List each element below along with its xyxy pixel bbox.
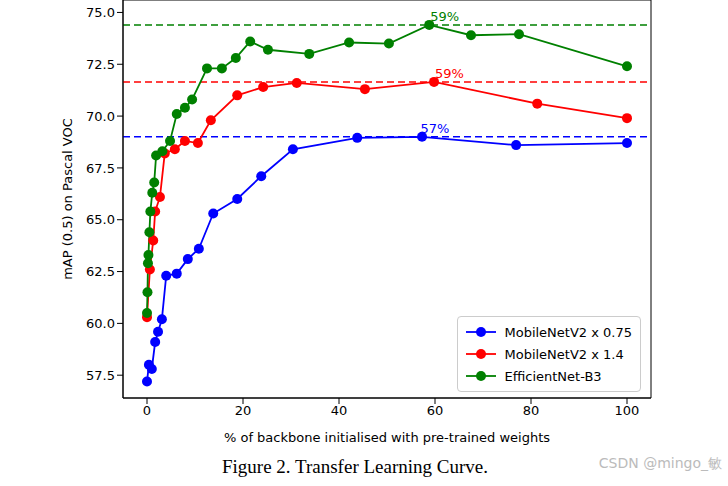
svg-text:40: 40 <box>331 403 348 418</box>
svg-text:75.0: 75.0 <box>86 5 115 20</box>
html-text:MobileNetV2 x 0.75: MobileNetV2 x 0.75 <box>504 324 632 340</box>
svg-text:57.5: 57.5 <box>86 368 115 383</box>
svg-text:59%: 59% <box>430 9 459 24</box>
svg-text:80: 80 <box>523 403 540 418</box>
html-text:CSDN @mingo_敏: CSDN @mingo_敏 <box>598 455 722 471</box>
svg-text:62.5: 62.5 <box>86 264 115 279</box>
svg-text:% of backbone initialised with: % of backbone initialised with pre-train… <box>224 430 550 445</box>
svg-text:100: 100 <box>615 403 640 418</box>
svg-text:59%: 59% <box>435 66 464 81</box>
html-text:EfficientNet-B3: EfficientNet-B3 <box>504 368 602 384</box>
html-text:Figure 2. Transfer Learning Cu: Figure 2. Transfer Learning Curve. <box>222 456 488 477</box>
svg-text:mAP (0.5) on Pascal VOC: mAP (0.5) on Pascal VOC <box>60 118 75 280</box>
svg-text:57%: 57% <box>421 121 450 136</box>
svg-text:72.5: 72.5 <box>86 57 115 72</box>
svg-text:67.5: 67.5 <box>86 161 115 176</box>
svg-text:65.0: 65.0 <box>86 212 115 227</box>
svg-text:60.0: 60.0 <box>86 316 115 331</box>
html-text:MobileNetV2 x 1.4: MobileNetV2 x 1.4 <box>504 346 624 362</box>
svg-text:20: 20 <box>235 403 252 418</box>
svg-text:60: 60 <box>427 403 444 418</box>
svg-text:0: 0 <box>143 403 151 418</box>
svg-text:70.0: 70.0 <box>86 109 115 124</box>
